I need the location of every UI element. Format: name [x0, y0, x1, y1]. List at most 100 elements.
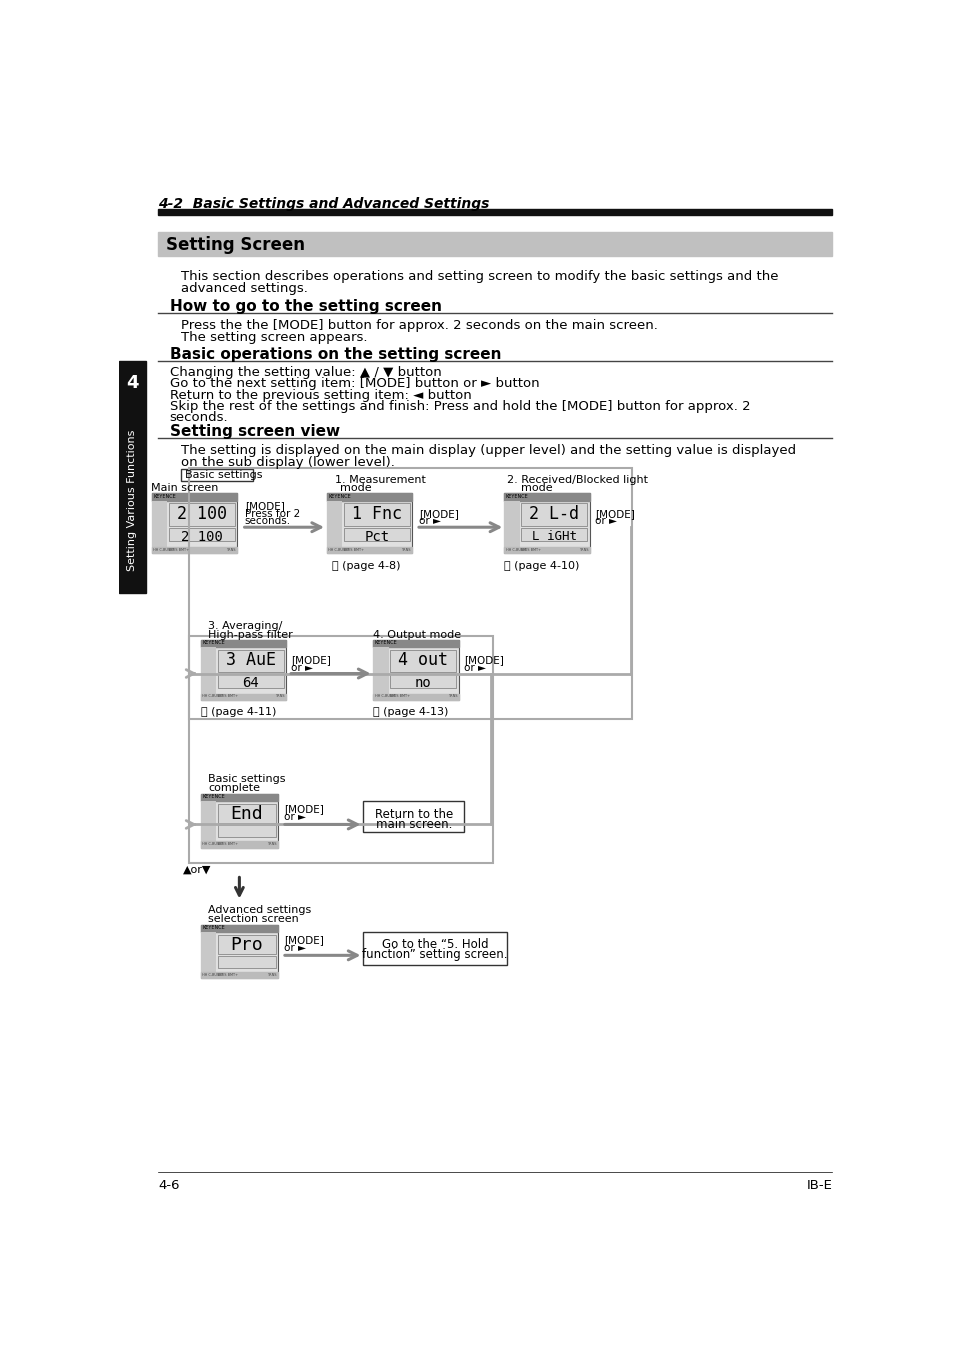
Text: or ►: or ► — [291, 662, 313, 673]
Bar — [200, 841, 278, 848]
Text: on the sub display (lower level).: on the sub display (lower level). — [181, 456, 395, 469]
Text: KEYENCE: KEYENCE — [202, 641, 225, 645]
Text: The setting is displayed on the main display (upper level) and the setting value: The setting is displayed on the main dis… — [181, 443, 796, 457]
Text: EMIS BMT+: EMIS BMT+ — [344, 548, 364, 552]
Bar — [200, 925, 278, 979]
Text: 2 100: 2 100 — [181, 530, 222, 544]
Text: The setting screen appears.: The setting screen appears. — [181, 331, 367, 343]
Text: Press for 2: Press for 2 — [245, 508, 300, 519]
Bar — [327, 493, 412, 502]
Text: Basic settings: Basic settings — [208, 773, 286, 784]
Text: This section describes operations and setting screen to modify the basic setting: This section describes operations and se… — [181, 270, 778, 283]
Text: ⧧ (page 4-11): ⧧ (page 4-11) — [200, 707, 275, 718]
Bar — [119, 361, 146, 594]
Bar — [152, 502, 167, 553]
Bar — [344, 503, 410, 526]
Text: mode: mode — [340, 483, 372, 493]
Text: ⧧ (page 4-13): ⧧ (page 4-13) — [373, 707, 448, 718]
Bar — [181, 469, 253, 481]
Text: High-pass filter: High-pass filter — [208, 630, 293, 639]
Bar — [189, 468, 632, 719]
Bar — [200, 694, 286, 700]
Text: [MODE]: [MODE] — [595, 508, 635, 519]
Text: 4. Output mode: 4. Output mode — [373, 630, 461, 639]
Bar — [504, 548, 589, 553]
Text: EMIS BMT+: EMIS BMT+ — [169, 548, 189, 552]
Bar — [373, 639, 458, 700]
Bar — [327, 548, 412, 553]
Bar — [504, 493, 589, 502]
Bar — [521, 529, 587, 541]
Text: Basic operations on the setting screen: Basic operations on the setting screen — [170, 347, 500, 362]
Text: 64: 64 — [242, 676, 258, 690]
Text: advanced settings.: advanced settings. — [181, 281, 308, 295]
Text: Return to the previous setting item: ◄ button: Return to the previous setting item: ◄ b… — [170, 388, 471, 402]
Text: HH C-BUSIC: HH C-BUSIC — [505, 548, 526, 552]
Text: or ►: or ► — [284, 813, 306, 822]
Bar — [363, 802, 464, 831]
Bar — [158, 231, 831, 256]
Bar — [217, 803, 275, 823]
Text: [MODE]: [MODE] — [291, 654, 331, 665]
Text: Go to the next setting item: [MODE] button or ► button: Go to the next setting item: [MODE] butt… — [170, 377, 538, 391]
Text: HH C-BUSIC: HH C-BUSIC — [202, 973, 223, 977]
Bar — [344, 529, 410, 541]
Bar — [189, 635, 493, 863]
Bar — [373, 648, 389, 700]
Text: KEYENCE: KEYENCE — [202, 925, 225, 930]
Bar — [169, 529, 234, 541]
Bar — [200, 972, 278, 979]
Text: TRNS: TRNS — [267, 842, 276, 846]
Text: ⧧ (page 4-10): ⧧ (page 4-10) — [504, 561, 579, 571]
Text: seconds.: seconds. — [245, 516, 291, 526]
Text: 4-6: 4-6 — [158, 1179, 179, 1191]
Text: 4: 4 — [126, 375, 138, 392]
Text: KEYENCE: KEYENCE — [153, 493, 176, 499]
Text: [MODE]: [MODE] — [284, 936, 324, 945]
Text: main screen.: main screen. — [375, 818, 452, 830]
Text: KEYENCE: KEYENCE — [328, 493, 351, 499]
Text: [MODE]: [MODE] — [464, 654, 503, 665]
Text: TRNS: TRNS — [226, 548, 235, 552]
Text: 1 Fnc: 1 Fnc — [352, 504, 401, 523]
Text: KEYENCE: KEYENCE — [375, 641, 397, 645]
Text: Basic settings: Basic settings — [185, 470, 262, 480]
Text: or ►: or ► — [418, 516, 440, 526]
Text: TRNS: TRNS — [267, 973, 276, 977]
Bar — [217, 650, 283, 672]
Text: KEYENCE: KEYENCE — [505, 493, 528, 499]
Text: TRNS: TRNS — [274, 695, 284, 699]
Text: EMIS BMT+: EMIS BMT+ — [521, 548, 541, 552]
Bar — [217, 825, 275, 837]
Text: 2. Received/Blocked light: 2. Received/Blocked light — [506, 475, 647, 485]
Text: Pro: Pro — [231, 936, 263, 955]
Text: [MODE]: [MODE] — [418, 508, 458, 519]
Text: EMIS BMT+: EMIS BMT+ — [217, 842, 237, 846]
Text: L iGHt: L iGHt — [532, 530, 577, 542]
Bar — [200, 794, 278, 802]
Text: EMIS BMT+: EMIS BMT+ — [217, 973, 237, 977]
Bar — [152, 493, 236, 553]
Bar — [327, 502, 342, 553]
Text: IB-E: IB-E — [805, 1179, 831, 1191]
Text: End: End — [231, 806, 263, 823]
Text: Press the the [MODE] button for approx. 2 seconds on the main screen.: Press the the [MODE] button for approx. … — [181, 319, 658, 333]
Bar — [363, 933, 506, 964]
Text: HH C-BUSIC: HH C-BUSIC — [153, 548, 173, 552]
Bar — [504, 502, 519, 553]
Bar — [169, 503, 234, 526]
Bar — [200, 639, 286, 648]
Text: complete: complete — [208, 783, 260, 792]
Text: no: no — [415, 676, 432, 690]
Text: or ►: or ► — [464, 662, 486, 673]
Text: or ►: or ► — [595, 516, 617, 526]
Text: TRNS: TRNS — [578, 548, 587, 552]
Text: Main screen: Main screen — [152, 483, 218, 492]
Text: Pct: Pct — [364, 530, 389, 544]
Text: HH C-BUSIC: HH C-BUSIC — [202, 842, 223, 846]
Bar — [217, 675, 283, 688]
Bar — [504, 493, 589, 553]
Bar — [373, 694, 458, 700]
Bar — [390, 650, 456, 672]
Text: Return to the: Return to the — [375, 807, 453, 821]
